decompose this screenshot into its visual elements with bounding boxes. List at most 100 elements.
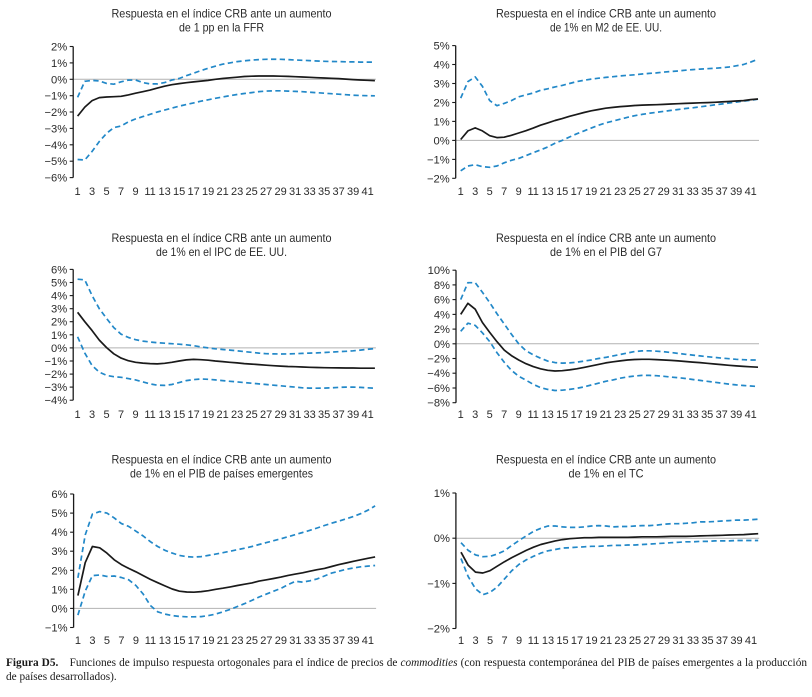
svg-text:−5%: −5%	[44, 156, 67, 168]
svg-text:27: 27	[643, 186, 655, 198]
svg-text:17: 17	[187, 186, 199, 198]
svg-text:5%: 5%	[51, 278, 67, 290]
svg-text:de 1% en el IPC de EE. UU.: de 1% en el IPC de EE. UU.	[156, 246, 287, 259]
svg-text:0%: 0%	[434, 339, 450, 351]
svg-text:−2%: −2%	[427, 354, 450, 366]
svg-text:19: 19	[202, 186, 214, 198]
svg-text:11: 11	[144, 186, 155, 198]
svg-text:9: 9	[133, 409, 139, 421]
svg-text:27: 27	[260, 186, 272, 198]
svg-text:de 1% en el PIB del G7: de 1% en el PIB del G7	[550, 246, 662, 259]
svg-text:7: 7	[118, 635, 124, 647]
svg-text:1: 1	[458, 635, 464, 647]
svg-text:−1%: −1%	[45, 623, 68, 635]
svg-text:3%: 3%	[51, 546, 67, 558]
svg-text:13: 13	[542, 635, 554, 647]
svg-text:1%: 1%	[51, 584, 67, 596]
svg-text:37: 37	[716, 409, 728, 421]
svg-text:−1%: −1%	[44, 91, 67, 103]
svg-text:35: 35	[318, 186, 330, 198]
svg-text:de 1 pp en la FFR: de 1 pp en la FFR	[179, 22, 264, 35]
svg-text:−6%: −6%	[427, 383, 450, 395]
svg-text:31: 31	[672, 409, 684, 421]
svg-text:29: 29	[658, 409, 670, 421]
svg-text:8%: 8%	[434, 280, 450, 292]
svg-text:6%: 6%	[434, 295, 450, 307]
svg-text:19: 19	[202, 409, 214, 421]
svg-text:−2%: −2%	[427, 624, 450, 636]
svg-text:27: 27	[643, 635, 655, 647]
svg-text:25: 25	[245, 186, 257, 198]
svg-text:2%: 2%	[51, 317, 67, 329]
svg-text:17: 17	[187, 409, 199, 421]
svg-text:35: 35	[318, 635, 330, 647]
svg-text:−1%: −1%	[427, 578, 450, 590]
svg-text:1: 1	[75, 409, 81, 421]
svg-text:33: 33	[687, 186, 699, 198]
svg-text:27: 27	[260, 635, 272, 647]
svg-text:11: 11	[145, 635, 156, 647]
svg-text:−3%: −3%	[44, 382, 67, 394]
svg-text:23: 23	[231, 186, 243, 198]
svg-text:9: 9	[133, 186, 139, 198]
svg-text:7: 7	[118, 186, 124, 198]
svg-text:33: 33	[687, 635, 699, 647]
svg-text:−4%: −4%	[44, 140, 67, 152]
svg-text:5: 5	[104, 635, 110, 647]
svg-text:17: 17	[188, 635, 200, 647]
svg-text:0%: 0%	[434, 533, 450, 545]
svg-text:23: 23	[614, 635, 626, 647]
svg-text:5: 5	[487, 409, 493, 421]
svg-text:39: 39	[347, 409, 359, 421]
svg-text:21: 21	[600, 409, 612, 421]
svg-text:9: 9	[516, 186, 522, 198]
svg-text:13: 13	[158, 186, 170, 198]
svg-text:9: 9	[133, 635, 139, 647]
svg-text:33: 33	[303, 186, 315, 198]
svg-text:−6%: −6%	[44, 173, 67, 185]
svg-text:29: 29	[275, 635, 287, 647]
svg-text:29: 29	[274, 409, 286, 421]
svg-text:13: 13	[542, 186, 554, 198]
svg-text:−3%: −3%	[44, 123, 67, 135]
svg-text:5%: 5%	[51, 508, 67, 520]
svg-text:10%: 10%	[428, 265, 450, 277]
svg-text:31: 31	[289, 409, 301, 421]
svg-text:25: 25	[629, 186, 641, 198]
svg-text:15: 15	[173, 635, 185, 647]
svg-text:1%: 1%	[434, 488, 450, 500]
svg-text:3: 3	[89, 409, 95, 421]
svg-text:7: 7	[501, 635, 507, 647]
svg-text:37: 37	[332, 409, 344, 421]
svg-text:de 1% en el TC: de 1% en el TC	[569, 468, 644, 481]
svg-text:39: 39	[347, 186, 359, 198]
svg-text:37: 37	[333, 635, 345, 647]
svg-text:25: 25	[245, 409, 257, 421]
svg-text:35: 35	[701, 635, 713, 647]
svg-text:27: 27	[260, 409, 272, 421]
svg-text:41: 41	[745, 409, 757, 421]
svg-text:13: 13	[158, 409, 170, 421]
svg-text:1: 1	[458, 409, 464, 421]
svg-text:31: 31	[672, 635, 684, 647]
svg-text:3: 3	[472, 186, 478, 198]
svg-text:37: 37	[716, 186, 728, 198]
svg-text:3%: 3%	[51, 304, 67, 316]
svg-text:7: 7	[501, 409, 507, 421]
svg-text:15: 15	[556, 409, 568, 421]
svg-text:1%: 1%	[51, 58, 67, 70]
svg-text:41: 41	[361, 186, 373, 198]
svg-text:−2%: −2%	[44, 107, 67, 119]
svg-text:−1%: −1%	[427, 154, 450, 166]
svg-text:3: 3	[89, 635, 95, 647]
svg-text:21: 21	[600, 186, 612, 198]
svg-text:3: 3	[472, 635, 478, 647]
svg-text:0%: 0%	[51, 603, 67, 615]
svg-text:33: 33	[303, 409, 315, 421]
svg-text:35: 35	[701, 186, 713, 198]
svg-text:15: 15	[173, 409, 185, 421]
svg-text:13: 13	[542, 409, 554, 421]
svg-text:41: 41	[362, 635, 374, 647]
svg-text:0%: 0%	[434, 135, 450, 147]
svg-text:Respuesta en el índice CRB ant: Respuesta en el índice CRB ante un aumen…	[112, 8, 332, 21]
